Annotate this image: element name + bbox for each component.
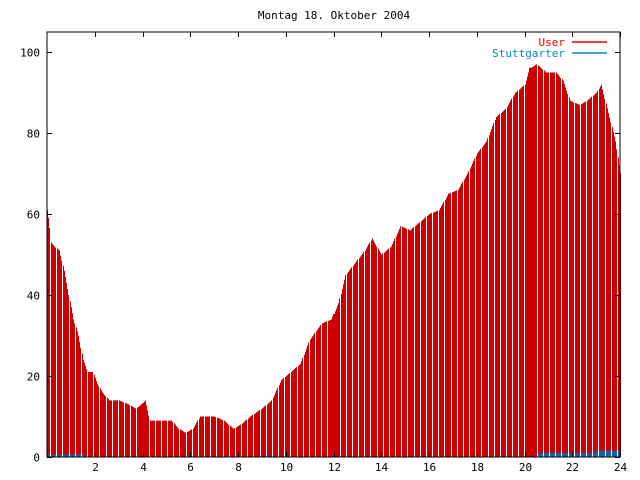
y-tick-label: 20 — [27, 371, 40, 384]
y-tick-label: 40 — [27, 290, 40, 303]
plot-frame — [46, 31, 621, 458]
y-tick-label: 0 — [33, 452, 40, 465]
stuttgarter-series-bars — [47, 450, 621, 457]
x-tick-label: 12 — [328, 461, 341, 474]
x-tick-label: 2 — [92, 461, 99, 474]
x-tick-label: 24 — [614, 461, 628, 474]
y-tick-label: 60 — [27, 209, 40, 222]
x-tick-label: 14 — [375, 461, 389, 474]
legend-stuttgarter-label: Stuttgarter — [492, 47, 565, 60]
x-tick-label: 10 — [280, 461, 293, 474]
legend: User Stuttgarter — [492, 36, 607, 60]
chart-title: Montag 18. Oktober 2004 — [258, 9, 411, 22]
x-tick-label: 20 — [519, 461, 532, 474]
user-bar-highlight — [529, 67, 532, 457]
x-tick-label: 4 — [140, 461, 147, 474]
x-tick-label: 22 — [566, 461, 579, 474]
y-tick-label: 80 — [27, 128, 40, 141]
user-series-bars — [47, 64, 621, 457]
x-tick-label: 18 — [471, 461, 484, 474]
y-tick-label: 100 — [20, 47, 40, 60]
x-tick-label: 6 — [187, 461, 194, 474]
x-tick-label: 8 — [235, 461, 242, 474]
x-tick-label: 16 — [423, 461, 436, 474]
user-bar-highlight — [142, 403, 145, 457]
legend-user-label: User — [539, 36, 566, 49]
user-bar-highlight — [333, 313, 336, 457]
